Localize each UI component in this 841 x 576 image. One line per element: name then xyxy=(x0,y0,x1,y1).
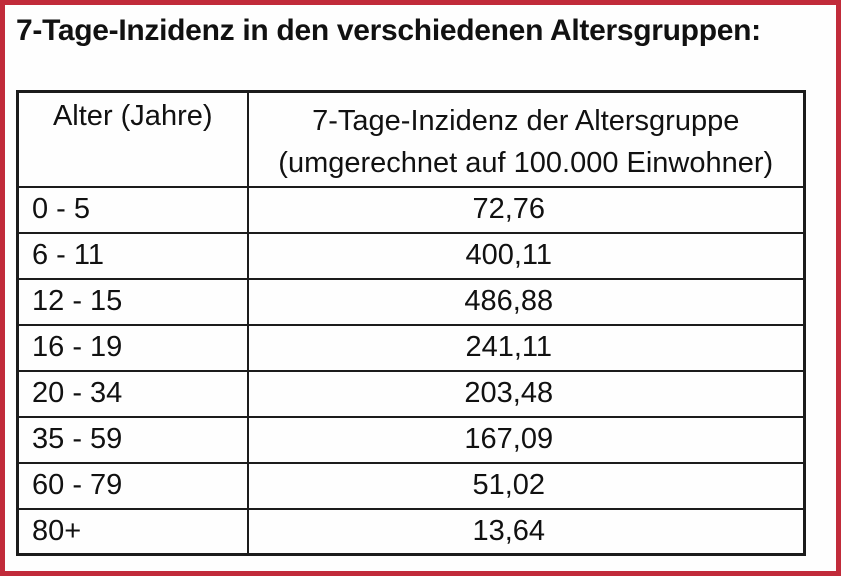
table-row: 20 - 34 203,48 xyxy=(16,369,806,418)
incidence-cell: 203,48 xyxy=(246,369,806,418)
incidence-cell: 241,11 xyxy=(246,323,806,372)
age-cell: 0 - 5 xyxy=(16,185,249,234)
age-cell: 12 - 15 xyxy=(16,277,249,326)
table-row: 6 - 11 400,11 xyxy=(16,231,806,280)
table-row: 60 - 79 51,02 xyxy=(16,461,806,510)
incidence-table: Alter (Jahre) 7-Tage-Inzidenz der Alters… xyxy=(16,90,806,556)
table-row: 0 - 5 72,76 xyxy=(16,185,806,234)
column-header-incidence: 7-Tage-Inzidenz der Altersgruppe (umgere… xyxy=(246,90,806,188)
incidence-cell: 13,64 xyxy=(246,507,806,556)
incidence-cell: 167,09 xyxy=(246,415,806,464)
age-cell: 16 - 19 xyxy=(16,323,249,372)
age-cell: 80+ xyxy=(16,507,249,556)
incidence-cell: 72,76 xyxy=(246,185,806,234)
incidence-cell: 51,02 xyxy=(246,461,806,510)
age-cell: 60 - 79 xyxy=(16,461,249,510)
incidence-cell: 486,88 xyxy=(246,277,806,326)
page-title: 7-Tage-Inzidenz in den verschiedenen Alt… xyxy=(16,14,761,47)
table-header: Alter (Jahre) 7-Tage-Inzidenz der Alters… xyxy=(16,90,806,188)
age-cell: 35 - 59 xyxy=(16,415,249,464)
age-cell: 6 - 11 xyxy=(16,231,249,280)
table-row: 12 - 15 486,88 xyxy=(16,277,806,326)
header-row: Alter (Jahre) 7-Tage-Inzidenz der Alters… xyxy=(16,90,806,188)
column-header-incidence-line2: (umgerechnet auf 100.000 Einwohner) xyxy=(278,147,774,179)
column-header-incidence-line1: 7-Tage-Inzidenz der Altersgruppe xyxy=(312,105,740,137)
table-row: 16 - 19 241,11 xyxy=(16,323,806,372)
column-header-age: Alter (Jahre) xyxy=(16,90,249,188)
incidence-cell: 400,11 xyxy=(246,231,806,280)
table-body: 0 - 5 72,76 6 - 11 400,11 12 - 15 486,88 16 - … xyxy=(16,185,806,556)
table-row: 80+ 13,64 xyxy=(16,507,806,556)
table-row: 35 - 59 167,09 xyxy=(16,415,806,464)
age-cell: 20 - 34 xyxy=(16,369,249,418)
